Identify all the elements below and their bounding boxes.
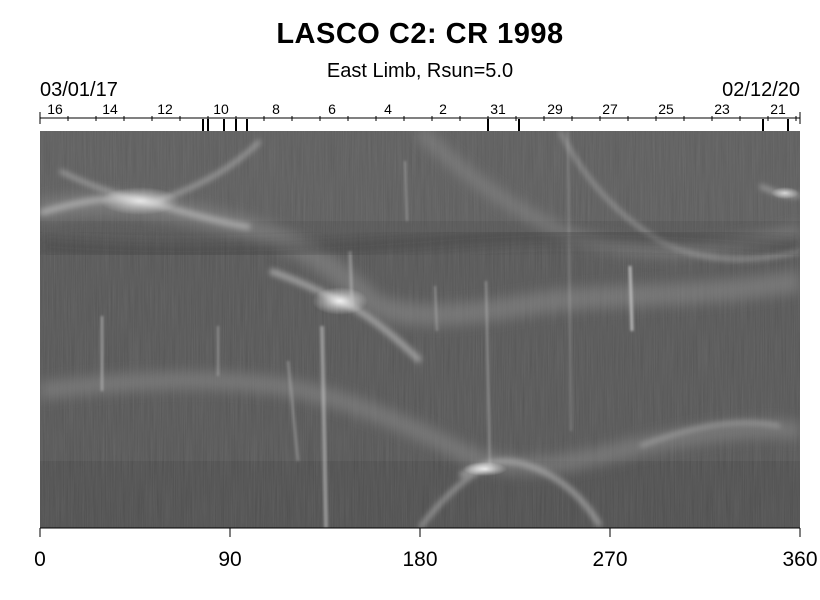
day-label: 4 [384,101,392,117]
timeline-ticks [39,112,801,131]
figure-subtitle: East Limb, Rsun=5.0 [326,60,514,82]
day-label: 10 [213,101,229,117]
end-date-label: 02/12/20 [722,79,800,101]
day-label: 2 [439,101,447,117]
x-tick-label: 180 [402,548,438,571]
day-label: 29 [547,101,563,117]
x-tick-label: 360 [782,548,818,571]
day-label: 27 [602,101,618,117]
synoptic-map-image [40,131,800,528]
day-label: 31 [490,101,506,117]
x-tick-label: 0 [34,548,46,571]
day-label: 25 [658,101,674,117]
day-label-row: 16 14 12 10 8 6 4 2 31 29 27 25 23 21 [0,101,820,119]
data-gap-markers [202,119,789,131]
x-tick-label: 90 [218,548,242,571]
day-label: 8 [272,101,280,117]
day-label: 6 [328,101,336,117]
start-date-label: 03/01/17 [40,79,118,101]
day-label: 23 [714,101,730,117]
day-label: 16 [47,101,63,117]
x-tick-label: 270 [592,548,628,571]
day-label: 12 [157,101,173,117]
day-label: 21 [770,101,786,117]
x-axis: 0 90 180 270 360 [0,548,820,578]
figure-title: LASCO C2: CR 1998 [276,18,564,50]
day-label: 14 [102,101,118,117]
